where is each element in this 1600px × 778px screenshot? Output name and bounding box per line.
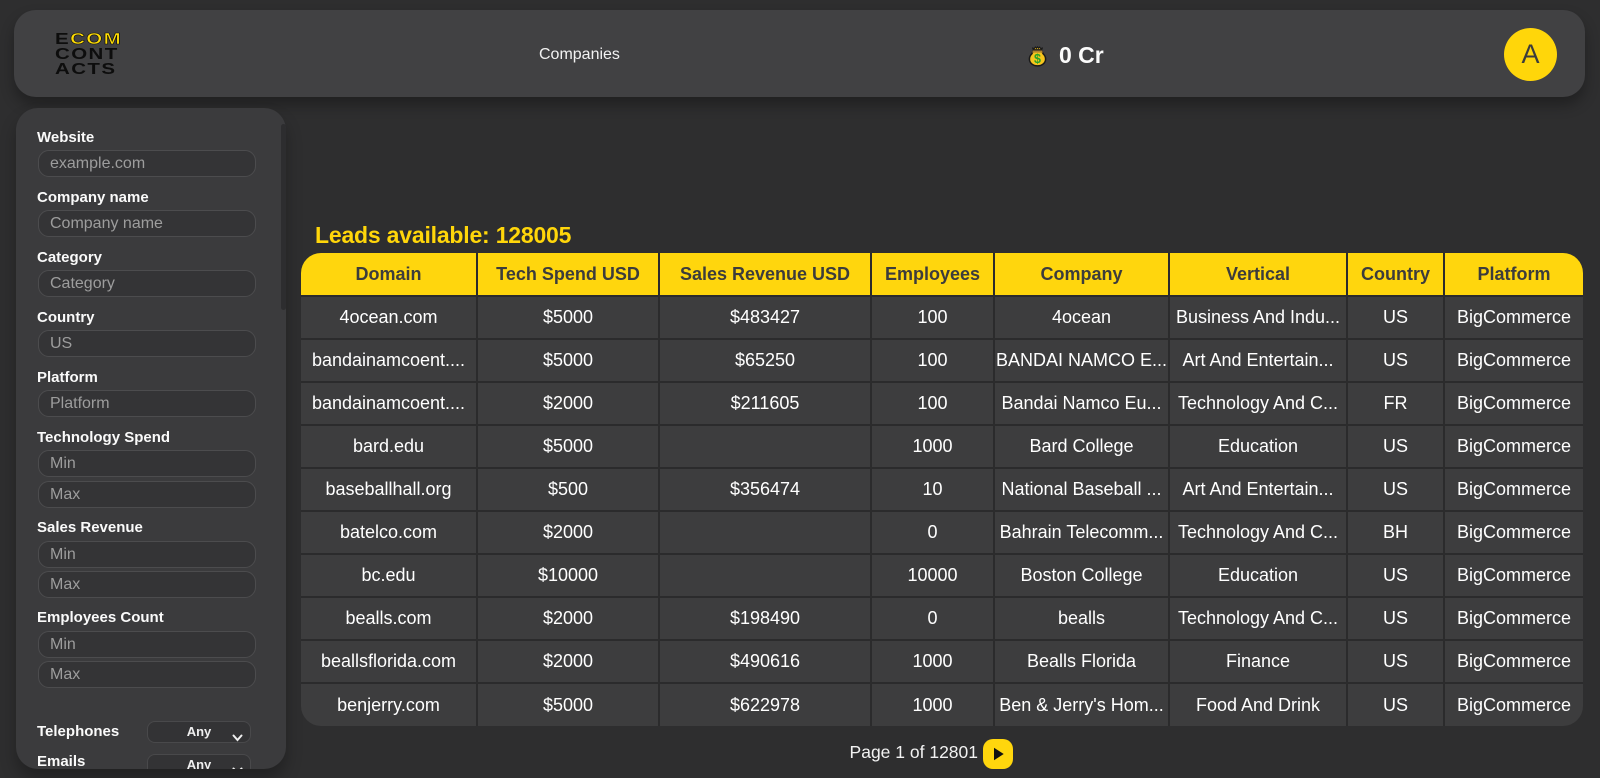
svg-text:$: $ xyxy=(1034,52,1041,66)
